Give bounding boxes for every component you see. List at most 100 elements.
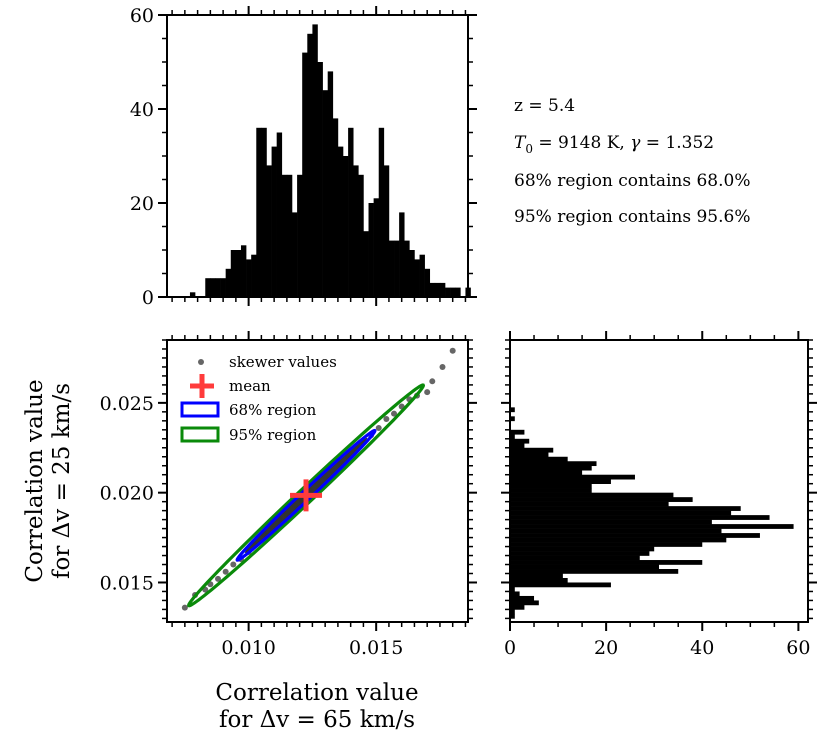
info-thermal-parameters: T0 = 9148 K, γ = 1.352 <box>514 133 714 156</box>
top-histogram-bar <box>230 250 237 297</box>
top-histogram-bar <box>215 278 221 297</box>
right-x-tick-label: 0 <box>504 637 516 659</box>
right-histogram-bar <box>510 492 674 498</box>
y-axis-label-line: for Δv = 25 km/s <box>49 383 75 579</box>
top-histogram-bar <box>235 250 242 297</box>
top-histogram-bar <box>409 250 415 297</box>
top-histogram-bar <box>445 287 451 297</box>
right-histogram-bar <box>510 474 635 480</box>
skewer-point <box>283 511 290 518</box>
right-histogram-bar <box>510 586 515 592</box>
joint-y-tick-label: 0.015 <box>100 572 154 594</box>
top-histogram-bar <box>317 62 323 297</box>
skewer-point <box>230 561 237 568</box>
top-histogram-bar <box>434 282 441 297</box>
skewer-point <box>181 604 188 611</box>
right-histogram-bar <box>510 582 611 588</box>
x-axis-label: Correlation value for Δv = 65 km/s <box>215 680 418 733</box>
right-histogram-panel: 0 20 40 60 <box>501 331 817 659</box>
top-histogram-bar <box>322 90 329 297</box>
right-histogram-bar <box>510 604 525 610</box>
top-histogram-bar <box>291 212 298 297</box>
right-histogram-bar <box>510 465 592 471</box>
right-histogram-frame <box>509 339 809 623</box>
joint-x-tick-label: 0.015 <box>349 637 403 659</box>
top-histogram-bar <box>353 165 359 297</box>
right-x-tick-label: 20 <box>594 637 618 659</box>
right-histogram-bar <box>510 542 703 547</box>
right-histogram-bar <box>510 429 525 435</box>
right-histogram-bar <box>510 573 563 579</box>
top-histogram-bar <box>383 165 390 297</box>
info-text-block: z = 5.4 T0 = 9148 K, γ = 1.352 68% regio… <box>514 96 750 227</box>
top-histogram-bar <box>399 212 405 297</box>
legend-mean-label: mean <box>229 377 271 395</box>
skewer-point <box>291 502 298 509</box>
info-gamma-value: = 1.352 <box>640 133 714 153</box>
right-histogram-bar <box>510 555 640 561</box>
top-histogram-bar <box>439 282 446 297</box>
right-histogram-bar <box>510 546 655 552</box>
right-histogram-bars <box>510 407 794 619</box>
top-histogram-bar <box>302 52 308 297</box>
x-axis-label-line: Correlation value <box>215 680 418 706</box>
joint-x-tick-label: 0.010 <box>221 637 275 659</box>
top-y-tick-label: 40 <box>130 99 154 121</box>
region-68-ellipse <box>235 428 377 562</box>
info-t-subscript: 0 <box>525 142 533 156</box>
skewer-point <box>391 410 398 417</box>
top-histogram-bar <box>205 278 211 297</box>
right-histogram-bar <box>510 560 703 565</box>
top-histogram-bar <box>189 292 196 297</box>
right-histogram-bar <box>510 519 712 525</box>
top-histogram-bar <box>450 287 456 297</box>
top-histogram-bar <box>332 118 339 298</box>
top-histogram-bar <box>378 127 385 297</box>
right-histogram-bar <box>510 595 535 601</box>
right-histogram-bar <box>510 407 515 413</box>
right-histogram-bar <box>510 456 568 462</box>
top-histogram-bar <box>419 254 425 297</box>
info-gamma-symbol: γ <box>630 133 641 153</box>
top-histogram-bar <box>404 240 410 297</box>
right-histogram-bar <box>510 591 520 597</box>
x-axis-label-line: for Δv = 65 km/s <box>219 707 415 733</box>
top-histogram-bar <box>256 127 262 297</box>
right-histogram-bar <box>510 497 693 502</box>
right-histogram-bar <box>510 510 732 516</box>
top-histogram-bar <box>327 71 334 298</box>
skewer-point <box>222 568 229 575</box>
right-histogram-ticks: 0 20 40 60 <box>501 331 817 659</box>
top-y-tick-label: 20 <box>130 193 154 215</box>
y-axis-label-line: Correlation value <box>22 379 48 582</box>
skewer-point <box>314 480 321 487</box>
right-histogram-bar <box>510 524 794 529</box>
right-histogram-bar <box>510 479 611 484</box>
top-histogram-bar <box>225 268 232 297</box>
right-histogram-bar <box>510 613 515 619</box>
right-histogram-bar <box>510 416 515 422</box>
legend-points-label: skewer values <box>229 353 337 371</box>
right-histogram-bar <box>510 564 659 570</box>
top-histogram-bar <box>281 174 288 297</box>
joint-y-tick-label: 0.025 <box>100 393 154 415</box>
joint-y-tick-label: 0.020 <box>100 483 154 505</box>
y-axis-label: Correlation valuefor Δv = 25 km/s <box>22 379 75 582</box>
right-histogram-bar <box>510 452 549 458</box>
top-histogram-bar <box>363 231 369 297</box>
top-histogram-bar <box>307 33 313 298</box>
right-histogram-bar <box>510 434 515 440</box>
joint-frame <box>166 339 469 623</box>
top-histogram-bar <box>210 278 216 297</box>
right-x-tick-label: 60 <box>786 637 810 659</box>
right-histogram-bar <box>510 438 530 444</box>
right-histogram-bar <box>510 569 679 574</box>
legend-68-label: 68% region <box>229 401 317 419</box>
skewer-point <box>439 363 446 370</box>
top-histogram-bar <box>261 127 267 297</box>
right-histogram-bar <box>510 506 741 511</box>
legend: skewer values mean 68% region 95% region <box>180 353 337 444</box>
info-t-symbol: T <box>514 133 527 153</box>
right-histogram-bar <box>510 600 539 606</box>
right-x-tick-label: 40 <box>690 637 714 659</box>
